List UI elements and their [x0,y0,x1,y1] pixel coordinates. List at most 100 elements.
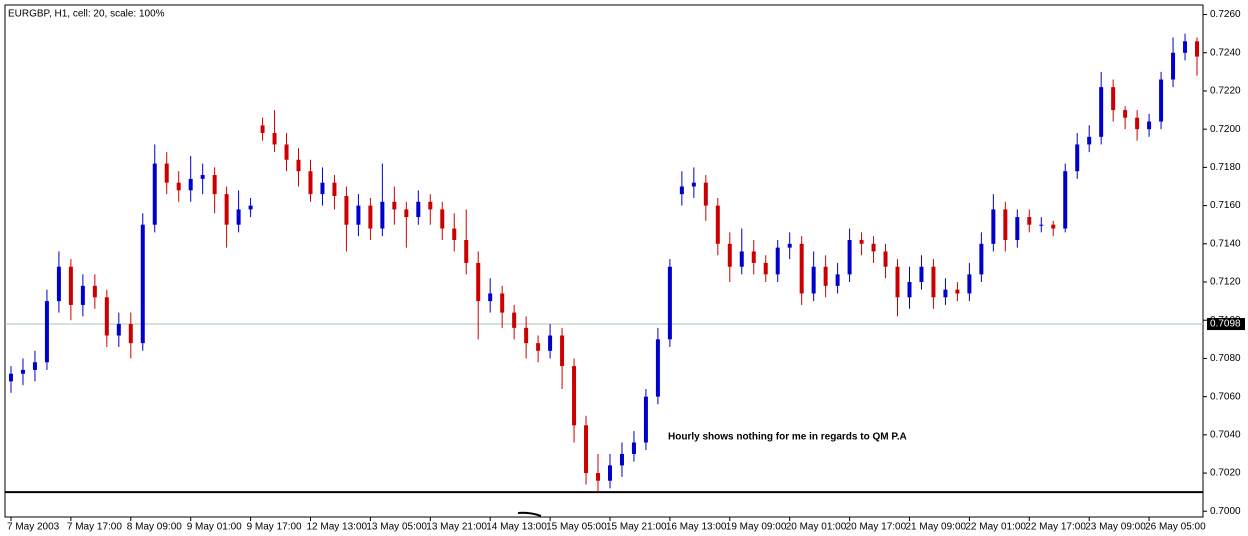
candle-body [967,274,972,294]
candle-body [751,251,756,263]
candle-body [440,209,445,229]
candle-body [667,266,672,340]
x-tick-label: 22 May 01:00 [965,522,1026,533]
candle-body [907,282,912,298]
candle-body [655,339,660,397]
candle-body [643,396,648,443]
candle-body [320,182,325,195]
candle-body [464,239,469,263]
candle-body [1075,144,1080,172]
candle-body [679,186,684,195]
candle-body [392,201,397,210]
candle-body [931,266,936,298]
candle-body [919,266,924,283]
candle-body [871,243,876,252]
candle-body [763,262,768,275]
y-tick-label: 0.7140 [1210,238,1241,249]
x-tick-label: 9 May 17:00 [247,522,302,533]
candle-body [1003,209,1008,240]
candle-body [356,205,361,225]
candle-body [56,266,61,302]
candle-body [68,266,73,305]
y-tick-label: 0.7160 [1210,200,1241,211]
candle-body [1183,41,1188,53]
candle-body [332,182,337,197]
candle-body [560,335,565,367]
candle-body [883,251,888,267]
current-price-label: 0.7098 [1210,319,1241,330]
candle-body [1111,87,1116,111]
x-tick-label: 13 May 21:00 [426,522,487,533]
candle-body [703,182,708,206]
y-tick-label: 0.7220 [1210,86,1241,97]
x-tick-label: 9 May 01:00 [187,522,242,533]
candle-body [1027,217,1032,225]
candle-body [200,175,205,179]
candle-body [92,285,97,298]
y-tick-label: 0.7200 [1210,124,1241,135]
candle-body [236,209,241,225]
y-tick-label: 0.7040 [1210,429,1241,440]
candle-body [1147,121,1152,130]
plot-frame [4,4,1204,518]
candle-body [524,327,529,344]
x-tick-label: 20 May 17:00 [846,522,907,533]
candle-body [152,163,157,225]
y-tick-label: 0.7000 [1210,506,1241,517]
candle-body [176,182,181,191]
candle-body [512,312,517,328]
candle-body [380,201,385,229]
candle-body [428,201,433,210]
x-tick-label: 26 May 05:00 [1145,522,1206,533]
candle-body [476,262,481,302]
candle-body [452,228,457,240]
annotation: Hourly shows nothing for me in regards t… [668,432,907,443]
candle-body [847,239,852,275]
candle-body [284,144,289,160]
x-tick-label: 8 May 09:00 [127,522,182,533]
candle-body [979,243,984,275]
chart-title: EURGBP, H1, cell: 20, scale: 100% [8,9,165,20]
candle-body [1123,110,1128,118]
y-tick-label: 0.7020 [1210,468,1241,479]
candle-body [835,274,840,286]
candle-body [1039,224,1044,226]
candle-body [188,178,193,191]
candle-body [1099,87,1104,137]
candle-body [596,473,601,481]
candle-body [1051,224,1056,229]
candle-body [44,301,49,363]
candle-body [272,133,277,145]
candle-body [140,224,145,344]
x-tick-label: 14 May 13:00 [486,522,547,533]
candle-body [739,251,744,267]
candle-body [536,343,541,351]
candle-body [296,159,301,172]
candle-body [955,289,960,294]
candle-body [404,209,409,218]
candle-body [631,442,636,454]
y-tick-label: 0.7260 [1210,9,1241,20]
x-tick-label: 19 May 09:00 [726,522,787,533]
scribble [517,511,542,517]
candle-body [1063,171,1068,229]
y-tick-label: 0.7240 [1210,47,1241,58]
candle-body [572,366,577,426]
candle-body [80,285,85,305]
candle-body [943,289,948,298]
candle-body [715,205,720,244]
candle-body [20,369,25,374]
x-tick-label: 15 May 21:00 [606,522,667,533]
candle-body [260,125,265,133]
y-tick-label: 0.7060 [1210,391,1241,402]
candle-body [8,373,13,382]
candle-body [1015,217,1020,240]
candle-body [823,266,828,286]
candle-body [128,324,133,344]
candle-body [1171,52,1176,80]
candle-body [164,163,169,183]
candle-body [775,247,780,275]
candle-body [619,453,624,466]
